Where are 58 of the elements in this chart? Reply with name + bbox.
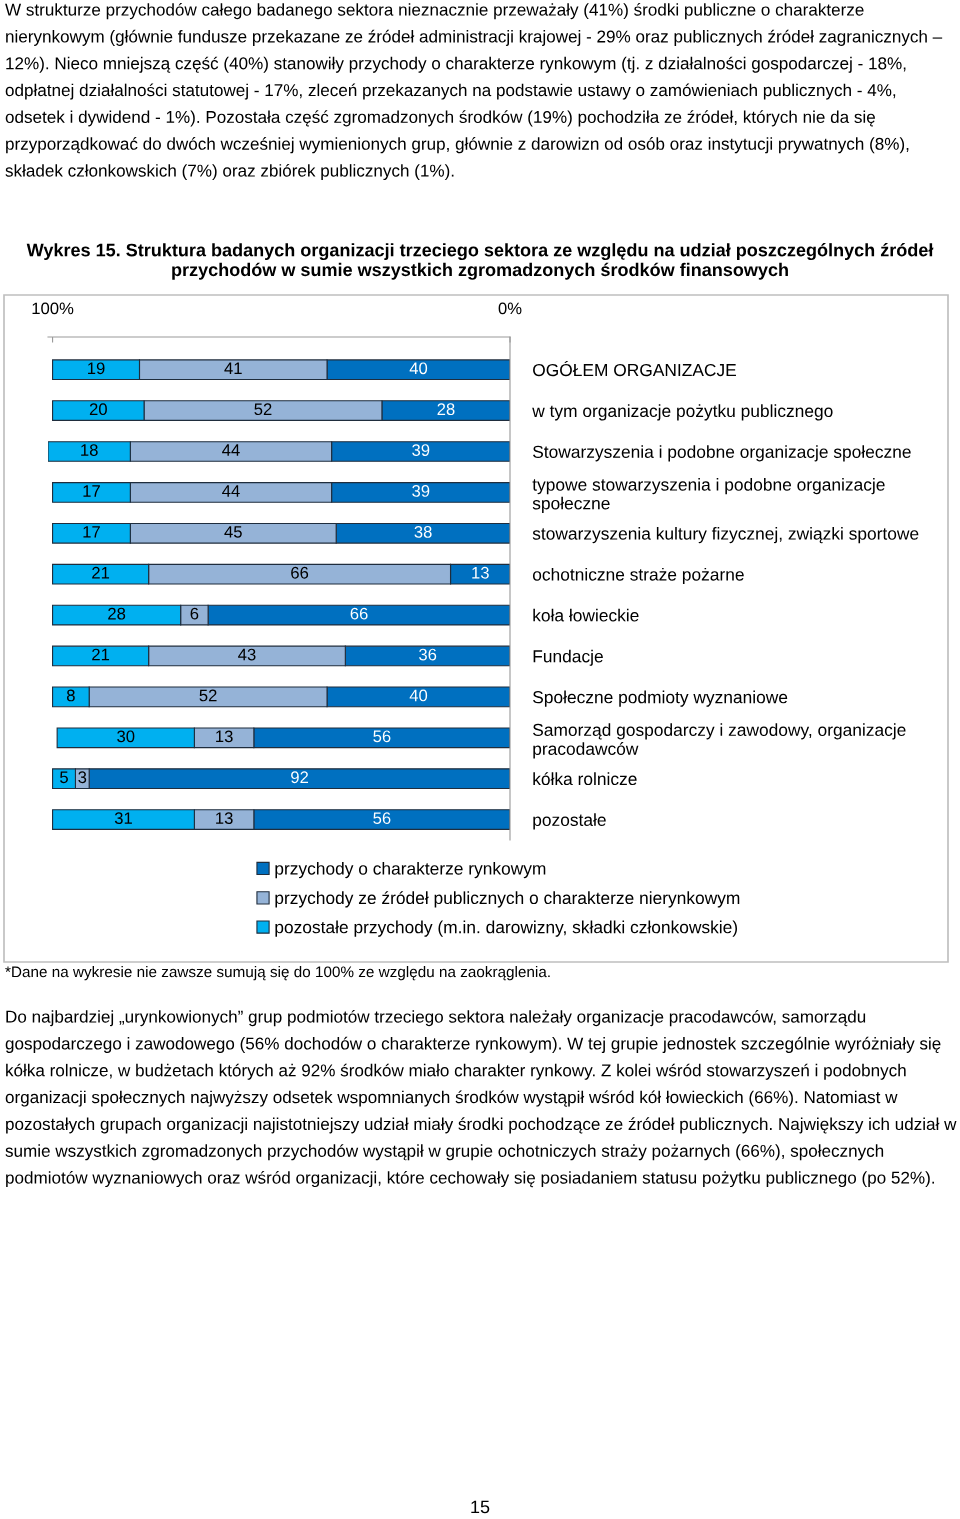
data-label: 39	[412, 485, 430, 497]
y-tick-label: stowarzyszenia kultury fizycznej, związki sportowe	[532, 527, 919, 544]
y-tick-label: Społeczne podmioty wyznaniowe	[533, 690, 788, 707]
y-tick-label: Fundacje	[533, 649, 603, 666]
y-tick-label: kółka rolnicze	[533, 772, 637, 786]
data-label: 45	[224, 526, 242, 538]
x-tick-label: 100%	[32, 302, 74, 315]
data-label: 52	[199, 689, 217, 702]
data-label: 19	[88, 362, 105, 375]
data-label: 38	[414, 525, 432, 538]
y-tick-label: ochotniczne straże pożarne	[532, 567, 744, 585]
y-tick-label: pozostałe	[533, 813, 606, 830]
data-label: 20	[89, 403, 107, 416]
data-label: 5	[60, 771, 68, 784]
data-label: 3	[78, 771, 87, 784]
data-label: 30	[117, 730, 135, 743]
data-label: 52	[254, 403, 272, 416]
data-label: 13	[472, 566, 489, 579]
x-tick-label: 0%	[498, 302, 522, 315]
data-label: 17	[83, 526, 100, 538]
y-tick-label: typowe stowarzyszenia i podobne organizacje społeczne	[532, 478, 885, 513]
y-tick-label: Stowarzyszenia i podobne organizacje społeczne	[533, 445, 911, 462]
data-label: 44	[222, 485, 240, 497]
data-label: 17	[83, 485, 100, 497]
data-label: 8	[66, 689, 75, 702]
data-label: 39	[412, 444, 430, 456]
data-label: 66	[350, 607, 368, 620]
text: W strukturze przychodów całego badanego sektora nieznacznie przeważały (41%) środki publiczne o charakterze nierynkowym (głównie fundusze przekazane ze źródeł administracji krajowej - 29% oraz publicznych źródeł zagranicznych – 12%). Nieco mniejszą część (40%) stanowiły przychody o charakterze rynkowym (tj. z działalności gospodarczej - 18%, odpłatnej działalności statutowej - 17%, zleceń przekazanych na podstawie ustawy o zamówieniach publicznych - 4%, odsetek i dywidend - 1%). Pozostała część zgromadzonych środków (19%) pochodziła ze źródeł, których nie da się przyporządkować do dwóch wcześniej wymienionych grup, głównie z darowizn od osób oraz instytucji prywatnych (8%), składek członkowskich (7%) oraz zbiórek publicznych (1%).	[5, 3, 943, 181]
legend-label: przychody o charakterze rynkowym	[275, 861, 546, 879]
data-label: 36	[419, 648, 437, 661]
data-label: 28	[437, 403, 455, 416]
data-label: 21	[92, 566, 110, 579]
data-label: 13	[216, 812, 233, 825]
chart-title: Wykres 15. Struktura badanych organizacji trzeciego sektora ze względu na udział poszczególnych źródeł przychodów w sumie wszystkich zgromadzonych środków finansowych	[26, 243, 934, 280]
data-label: 66	[291, 566, 309, 579]
data-label: 40	[409, 362, 428, 375]
text: *Dane na wykresie nie zawsze sumują się do 100% ze względu na zaokrąglenia.	[5, 966, 550, 981]
y-tick-label: koła łowieckie	[533, 608, 639, 622]
legend-label: pozostałe przychody (m.in. darowizny, składki członkowskie)	[275, 920, 738, 937]
legend-label: przychody ze źródeł publicznych o charakterze nierynkowym	[275, 891, 740, 908]
data-label: 31	[114, 812, 132, 825]
data-label: 92	[291, 771, 309, 784]
text: Do najbardziej „urynkowionych” grup podmiotów trzeciego sektora należały organizacje pracodawców, samorządu gospodarczego i zawodowego (56% dochodów o charakterze rynkowym). W tej grupie jednostek szczególnie wyróżniały się kółka rolnicze, w budżetach których aż 92% środków miało charakter rynkowy. Z kolei wśród stowarzyszeń i podobnych organizacji społecznych najwyższy odsetek wspomnianych środków wystąpił wśród kół łowieckich (66%). Natomiast w pozostałych grupach organizacji najistotniejszy udział miały środki pochodzące ze źródeł publicznych. Największy ich udział w sumie wszystkich zgromadzonych przychodów wystąpił w grupie ochotniczych straży pożarnych (66%), społecznych podmiotów wyznaniowych oraz wśród organizacji, które cechowały się posiadaniem statusu pożytku publicznego (po 52%).	[5, 1010, 957, 1188]
y-tick-label: Samorząd gospodarczy i zawodowy, organizacje pracodawców	[533, 723, 906, 759]
data-label: 28	[108, 607, 126, 620]
data-label: 56	[373, 730, 391, 743]
data-label: 44	[222, 444, 240, 456]
data-label: 13	[216, 730, 233, 743]
data-label: 56	[373, 812, 391, 825]
data-label: 40	[409, 689, 428, 702]
y-tick-label: OGÓŁEM ORGANIZACJE	[533, 360, 736, 377]
data-label: 6	[190, 607, 199, 620]
data-label: 41	[224, 362, 242, 375]
text: 15	[471, 1500, 490, 1514]
data-label: 21	[92, 648, 110, 661]
y-tick-label: w tym organizacje pożytku publicznego	[532, 404, 833, 421]
data-label: 18	[81, 444, 98, 456]
data-label: 43	[238, 648, 256, 661]
